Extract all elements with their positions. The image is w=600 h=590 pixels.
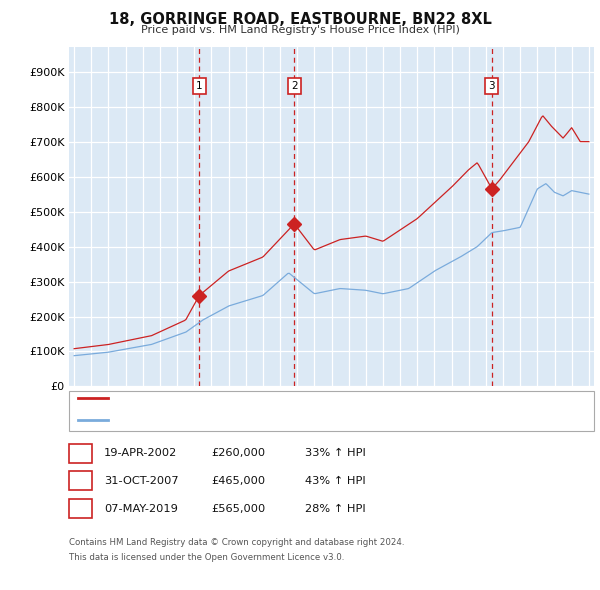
Text: 28% ↑ HPI: 28% ↑ HPI	[305, 504, 365, 513]
Text: This data is licensed under the Open Government Licence v3.0.: This data is licensed under the Open Gov…	[69, 553, 344, 562]
Text: HPI: Average price, detached house, Eastbourne: HPI: Average price, detached house, East…	[113, 415, 356, 425]
Text: 18, GORRINGE ROAD, EASTBOURNE, BN22 8XL: 18, GORRINGE ROAD, EASTBOURNE, BN22 8XL	[109, 12, 491, 27]
Text: Contains HM Land Registry data © Crown copyright and database right 2024.: Contains HM Land Registry data © Crown c…	[69, 538, 404, 547]
Text: Price paid vs. HM Land Registry's House Price Index (HPI): Price paid vs. HM Land Registry's House …	[140, 25, 460, 35]
Text: £465,000: £465,000	[212, 476, 266, 486]
Text: 1: 1	[196, 81, 203, 91]
Text: 07-MAY-2019: 07-MAY-2019	[104, 504, 178, 513]
Text: 2: 2	[77, 476, 84, 486]
Text: 19-APR-2002: 19-APR-2002	[104, 448, 177, 458]
Text: 2: 2	[291, 81, 298, 91]
Text: 43% ↑ HPI: 43% ↑ HPI	[305, 476, 365, 486]
Text: £260,000: £260,000	[212, 448, 266, 458]
Text: 33% ↑ HPI: 33% ↑ HPI	[305, 448, 365, 458]
Text: 31-OCT-2007: 31-OCT-2007	[104, 476, 178, 486]
Text: £565,000: £565,000	[212, 504, 266, 513]
Text: 1: 1	[77, 448, 84, 458]
Text: 3: 3	[77, 504, 84, 513]
Text: 18, GORRINGE ROAD, EASTBOURNE, BN22 8XL (detached house): 18, GORRINGE ROAD, EASTBOURNE, BN22 8XL …	[113, 393, 443, 402]
Text: 3: 3	[488, 81, 495, 91]
